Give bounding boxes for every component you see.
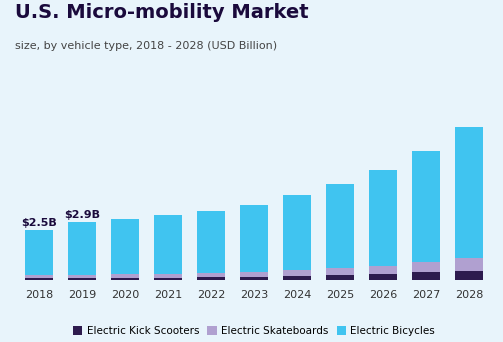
Bar (154, 278, 182, 280)
Bar (197, 273, 225, 277)
Text: U.S. Micro-mobility Market: U.S. Micro-mobility Market (15, 3, 309, 23)
Bar (111, 278, 139, 280)
Bar (154, 215, 182, 274)
Bar (197, 277, 225, 280)
Bar (369, 274, 397, 280)
Bar (111, 274, 139, 278)
Bar (25, 275, 53, 278)
Bar (412, 262, 440, 272)
Text: $2.9B: $2.9B (64, 210, 100, 220)
Bar (455, 127, 483, 258)
Bar (326, 268, 354, 275)
Bar (25, 230, 53, 275)
Bar (455, 271, 483, 280)
Bar (68, 278, 96, 280)
Bar (111, 219, 139, 274)
Bar (455, 258, 483, 271)
Bar (369, 266, 397, 274)
Bar (240, 205, 268, 272)
Bar (326, 275, 354, 280)
Text: $2.5B: $2.5B (21, 218, 57, 228)
Bar (197, 211, 225, 273)
Bar (154, 274, 182, 278)
Bar (283, 276, 311, 280)
Bar (369, 170, 397, 266)
Text: size, by vehicle type, 2018 - 2028 (USD Billion): size, by vehicle type, 2018 - 2028 (USD … (15, 41, 277, 51)
Bar (25, 278, 53, 280)
Bar (68, 222, 96, 275)
Legend: Electric Kick Scooters, Electric Skateboards, Electric Bicycles: Electric Kick Scooters, Electric Skatebo… (69, 322, 439, 340)
Bar (68, 275, 96, 278)
Bar (412, 151, 440, 262)
Bar (283, 271, 311, 276)
Bar (283, 195, 311, 271)
Bar (240, 272, 268, 277)
Bar (412, 272, 440, 280)
Bar (240, 277, 268, 280)
Bar (326, 184, 354, 268)
